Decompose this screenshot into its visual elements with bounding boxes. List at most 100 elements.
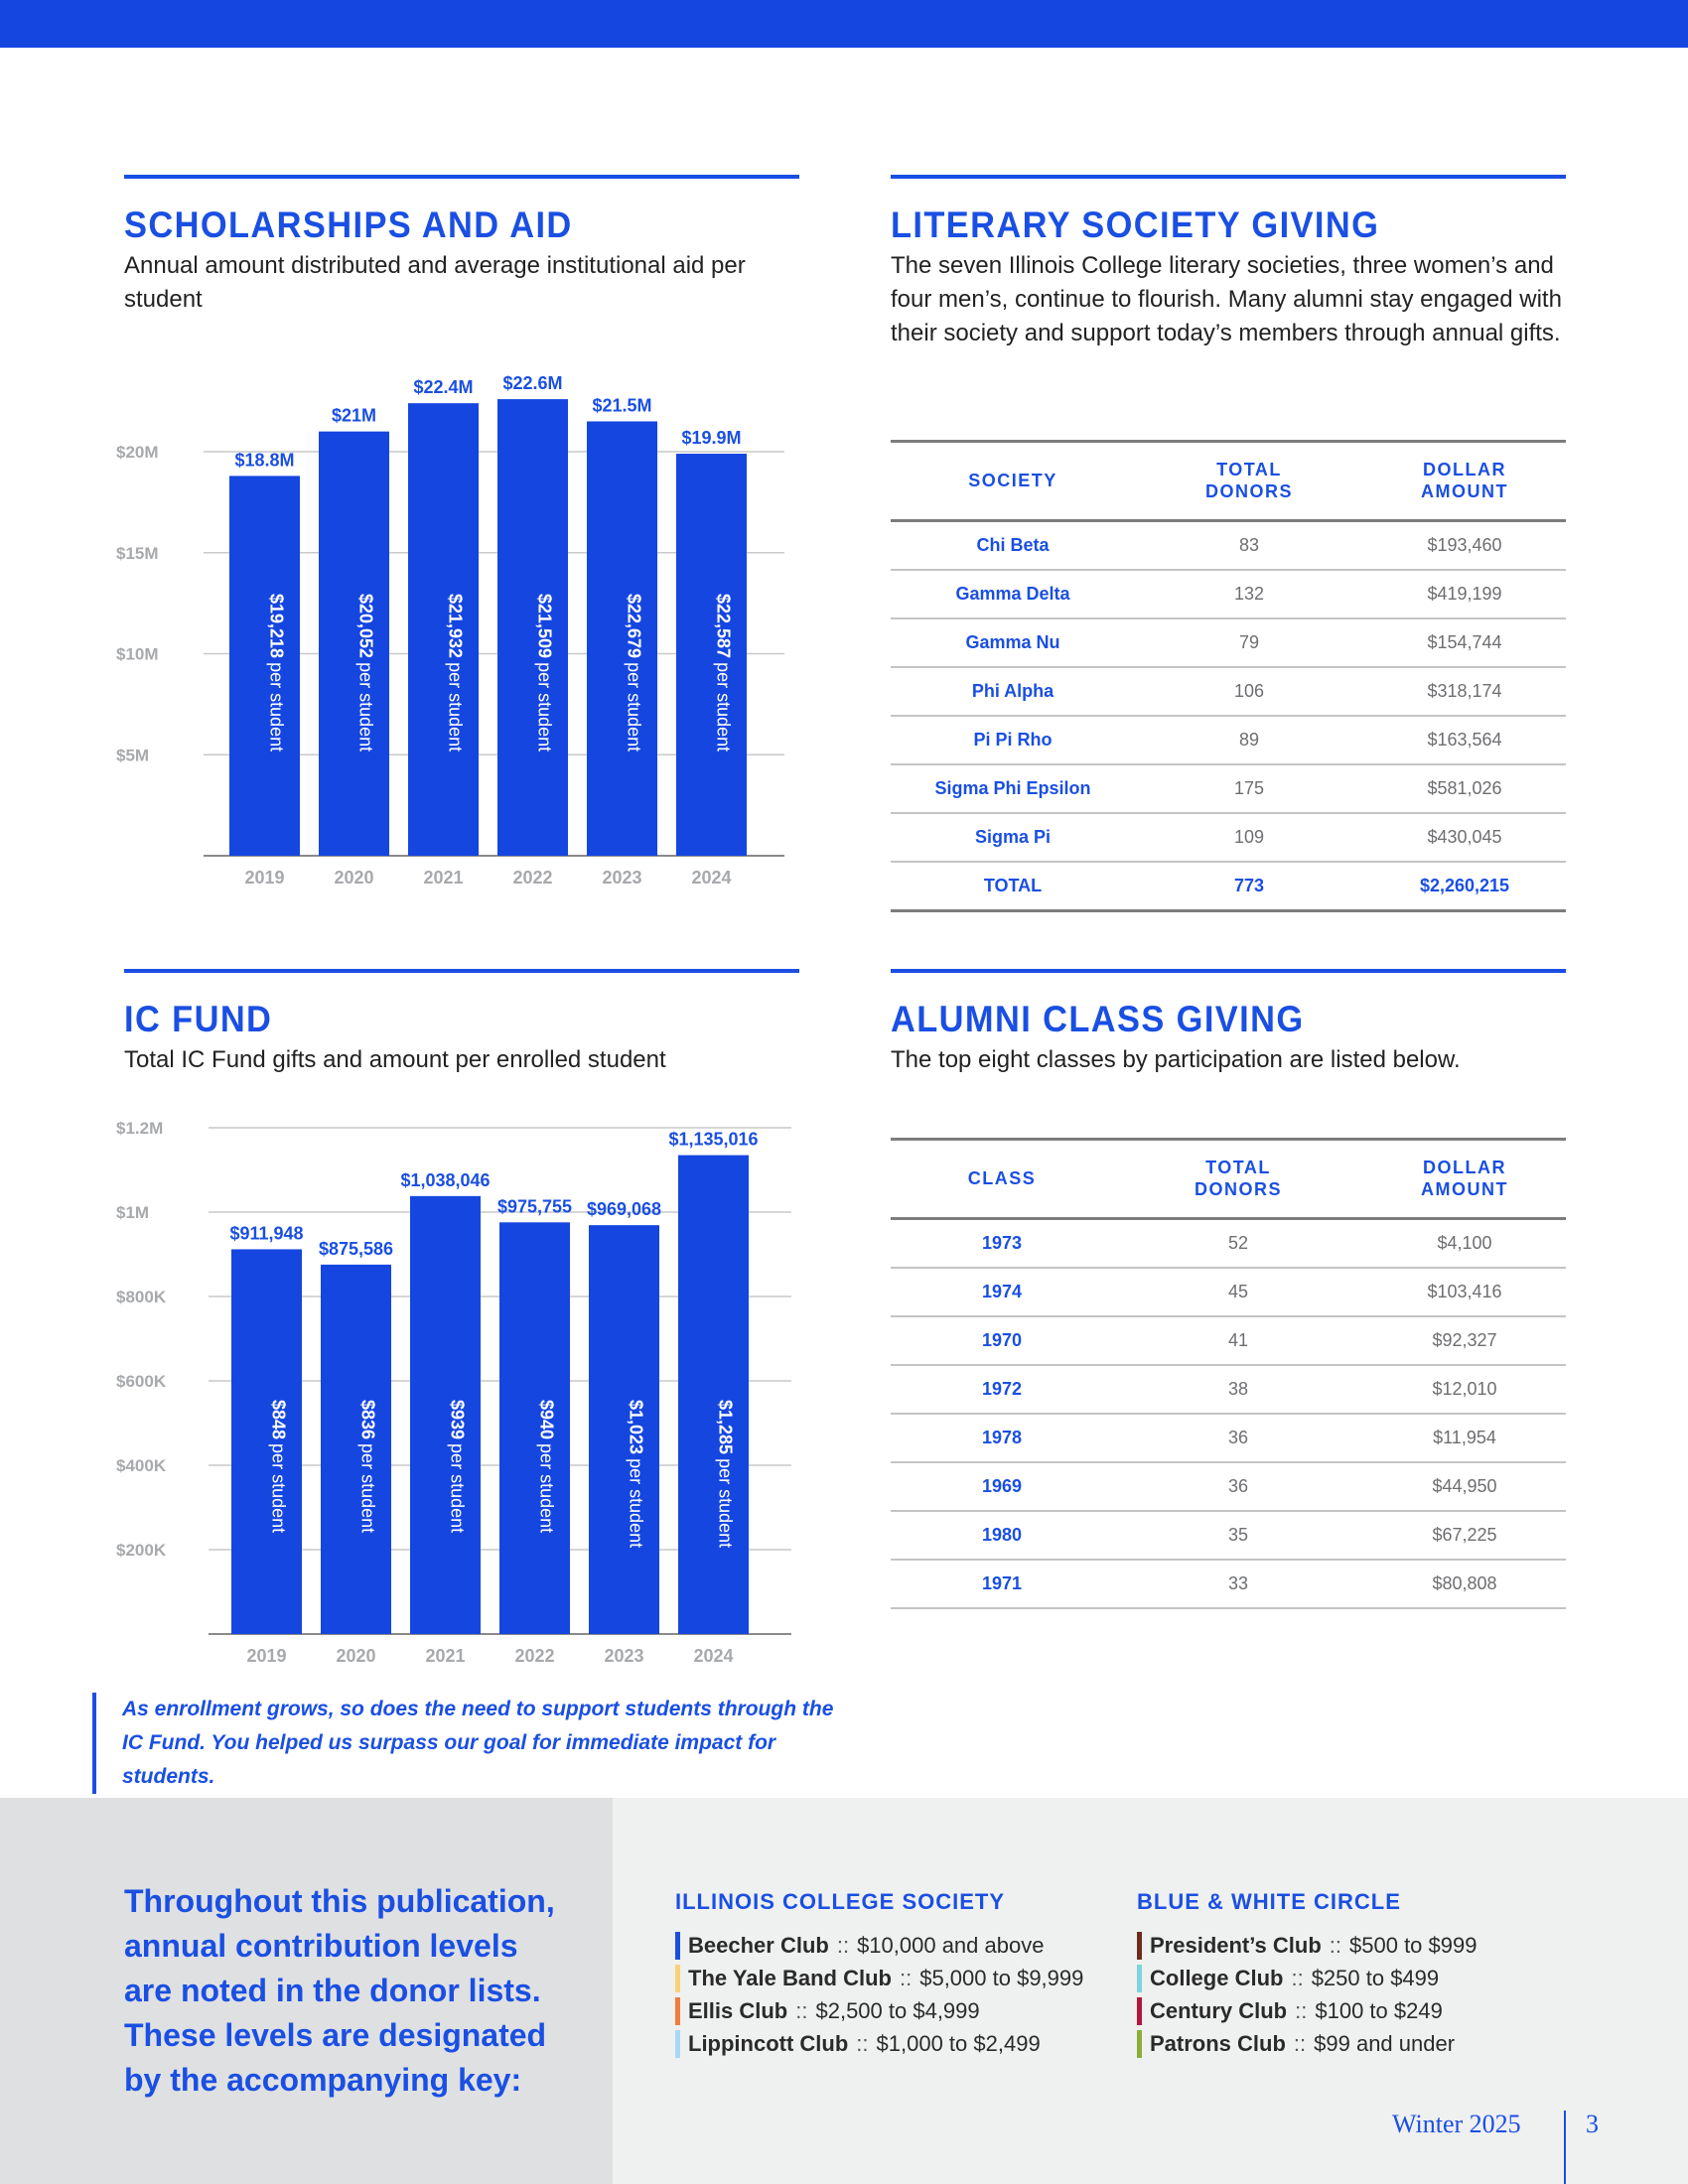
color-swatch [675, 2029, 680, 2058]
bar [231, 1249, 302, 1634]
amount-cell: $80,808 [1363, 1560, 1566, 1609]
separator: :: [1329, 1933, 1342, 1958]
scholarships-chart: $5M $10M $15M $20M $18.8M 2019 $19,218 per stud… [109, 357, 804, 893]
row-name-cell: 1980 [891, 1511, 1113, 1561]
per-student-label: $19,218 per student [267, 594, 287, 751]
club-name: College Club [1150, 1966, 1284, 1990]
key-group-title: BLUE & WHITE CIRCLE [1137, 1889, 1401, 1914]
bar [676, 454, 747, 856]
donors-cell: 33 [1113, 1560, 1363, 1609]
per-student-label: $20,052 per student [356, 594, 376, 751]
per-student-suffix: per student [446, 662, 466, 751]
key-item: Lippincott Club:: $1,000 to $2,499 [675, 2027, 1083, 2060]
table-row: 1970 41 $92,327 [891, 1316, 1566, 1366]
per-student-label: $940 per student [537, 1400, 557, 1533]
color-swatch [675, 1996, 680, 2025]
value-label: $21.5M [592, 395, 651, 415]
table-row: 1973 52 $4,100 [891, 1218, 1566, 1269]
per-student-amount: $939 [448, 1400, 468, 1439]
alumni-table: CLASS TOTAL DONORS DOLLAR AMOUNT 1973 52 $4,… [891, 1138, 1566, 1609]
club-range: $100 to $249 [1315, 1998, 1443, 2023]
scholarships-section: SCHOLARSHIPS AND AID Annual amount distr… [124, 175, 799, 317]
table-row: Phi Alpha 106 $318,174 [891, 667, 1566, 717]
club-range: $5,000 to $9,999 [919, 1966, 1084, 1990]
y-tick-label: $5M [116, 746, 149, 764]
bar [589, 1225, 659, 1634]
key-panel [613, 1798, 1688, 2184]
club-name: Lippincott Club [688, 2031, 849, 2056]
section-description: Total IC Fund gifts and amount per enrol… [124, 1046, 666, 1073]
section-rule [124, 969, 799, 973]
per-student-label: $848 per student [269, 1400, 289, 1533]
bar [678, 1155, 749, 1634]
per-student-amount: $848 [269, 1400, 289, 1439]
column-header: DOLLAR AMOUNT [1363, 440, 1566, 522]
value-label: $969,068 [587, 1199, 661, 1219]
row-name-cell: 1970 [891, 1316, 1113, 1366]
key-group-bluewhite: BLUE & WHITE CIRCLE President’s Club:: $5… [1137, 1889, 1477, 2060]
donors-cell: 36 [1113, 1414, 1363, 1463]
donors-cell: 35 [1113, 1511, 1363, 1561]
amount-cell: $11,954 [1363, 1414, 1566, 1463]
per-student-suffix: per student [448, 1443, 468, 1533]
scholarships-chart-svg: $5M $10M $15M $20M $18.8M 2019 $19,218 per stud… [116, 373, 784, 887]
donors-cell: 106 [1135, 667, 1363, 717]
section-title: LITERARY SOCIETY GIVING [891, 205, 1380, 245]
per-student-label: $21,509 per student [535, 594, 555, 751]
bar [410, 1195, 481, 1634]
amount-cell: $419,199 [1363, 570, 1566, 619]
per-student-amount: $22,587 [714, 594, 734, 658]
table-row: 1980 35 $67,225 [891, 1511, 1566, 1561]
color-swatch [1137, 1964, 1142, 1992]
donors-cell: 89 [1135, 716, 1363, 765]
key-item: The Yale Band Club:: $5,000 to $9,999 [675, 1962, 1083, 1994]
value-label: $911,948 [229, 1223, 303, 1243]
column-header: TOTAL DONORS [1135, 440, 1363, 522]
per-student-suffix: per student [356, 662, 376, 751]
amount-cell: $154,744 [1363, 618, 1566, 668]
amount-cell: $92,327 [1363, 1316, 1566, 1366]
y-tick-label: $10M [116, 645, 159, 664]
color-swatch [1137, 1996, 1142, 2025]
value-label: $22.4M [413, 377, 473, 397]
key-group-title: ILLINOIS COLLEGE SOCIETY [675, 1889, 1006, 1914]
section-description: The seven Illinois College literary soci… [891, 252, 1562, 346]
row-name-cell: 1971 [891, 1560, 1113, 1609]
club-name: Beecher Club [688, 1933, 829, 1958]
value-label: $22.6M [502, 373, 562, 393]
table-row: Pi Pi Rho 89 $163,564 [891, 716, 1566, 765]
table-row: 1971 33 $80,808 [891, 1560, 1566, 1609]
separator: :: [1295, 1998, 1308, 2023]
per-student-amount: $940 [537, 1400, 557, 1439]
y-tick-label: $600K [116, 1372, 167, 1391]
row-name-cell: Phi Alpha [891, 667, 1135, 717]
x-tick-label: 2023 [602, 868, 641, 887]
literary-table: SOCIETY TOTAL DONORS DOLLAR AMOUNT Chi Bet… [891, 440, 1566, 912]
x-tick-label: 2023 [604, 1646, 643, 1666]
section-description: Annual amount distributed and average in… [124, 252, 746, 313]
bar [229, 476, 300, 856]
section-title: SCHOLARSHIPS AND AID [124, 205, 573, 245]
key-item: Ellis Club:: $2,500 to $4,999 [675, 1994, 1083, 2027]
value-label: $18.8M [234, 450, 294, 470]
separator: :: [795, 1998, 808, 2023]
per-student-suffix: per student [714, 662, 734, 751]
key-item: Beecher Club:: $10,000 and above [675, 1929, 1083, 1962]
column-header: TOTAL DONORS [1113, 1138, 1363, 1220]
total-cell: 773 [1135, 861, 1363, 912]
club-name: Ellis Club [688, 1998, 788, 2023]
table-row: 1969 36 $44,950 [891, 1462, 1566, 1512]
value-label: $1,135,016 [668, 1130, 758, 1150]
club-range: $10,000 and above [857, 1933, 1045, 1958]
table-row: 1978 36 $11,954 [891, 1414, 1566, 1463]
table-header-row: CLASS TOTAL DONORS DOLLAR AMOUNT [891, 1138, 1566, 1220]
y-tick-label: $1M [116, 1203, 149, 1222]
value-label: $21M [332, 406, 376, 426]
per-student-amount: $21,509 [535, 594, 555, 658]
row-name-cell: 1972 [891, 1365, 1113, 1415]
separator: :: [836, 1933, 850, 1958]
y-tick-label: $400K [116, 1456, 167, 1475]
club-name: President’s Club [1150, 1933, 1322, 1958]
x-tick-label: 2022 [512, 868, 552, 887]
x-tick-label: 2024 [693, 1646, 733, 1666]
